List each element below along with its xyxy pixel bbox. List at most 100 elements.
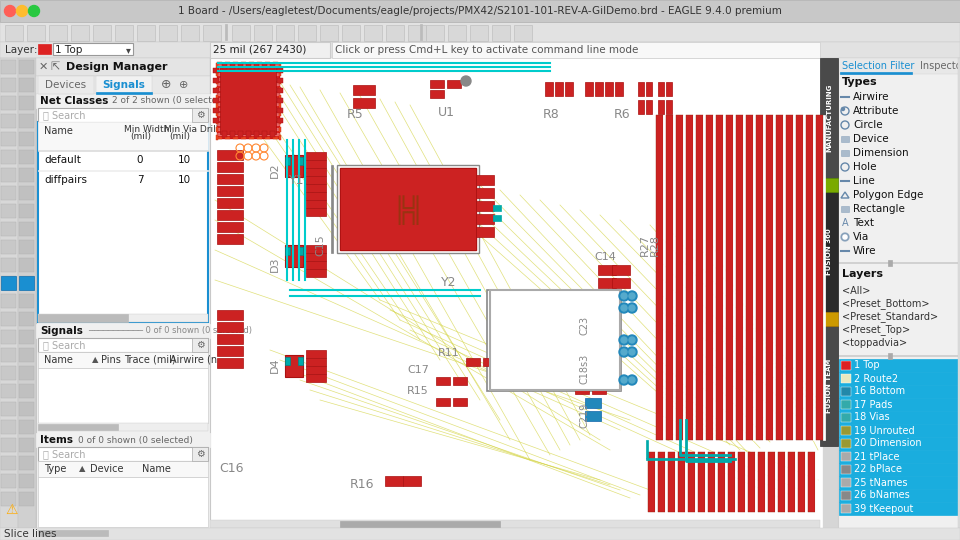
Text: 7: 7 bbox=[136, 175, 143, 185]
Bar bbox=[353, 98, 375, 108]
Bar bbox=[38, 122, 208, 322]
Bar bbox=[306, 168, 326, 176]
Text: 39 tKeepout: 39 tKeepout bbox=[854, 503, 913, 514]
Bar bbox=[795, 452, 797, 512]
Bar bbox=[841, 491, 851, 500]
Text: ⚙: ⚙ bbox=[196, 110, 204, 120]
Bar bbox=[279, 95, 281, 100]
Bar bbox=[306, 261, 326, 269]
Bar bbox=[217, 334, 243, 344]
Bar bbox=[192, 338, 208, 352]
Text: diffpairs: diffpairs bbox=[44, 175, 87, 185]
Bar bbox=[38, 108, 208, 122]
Bar bbox=[1, 456, 16, 470]
Text: Design Manager: Design Manager bbox=[66, 62, 167, 72]
Bar bbox=[192, 108, 208, 122]
Bar bbox=[217, 137, 222, 139]
Bar bbox=[1, 240, 16, 254]
Text: 22 bPlace: 22 bPlace bbox=[854, 464, 902, 475]
Bar bbox=[733, 115, 735, 440]
Bar bbox=[19, 276, 34, 290]
Bar bbox=[216, 135, 218, 140]
Bar bbox=[225, 62, 230, 64]
Bar bbox=[666, 100, 672, 114]
Bar bbox=[27, 25, 45, 41]
Bar bbox=[217, 234, 243, 244]
Bar bbox=[695, 452, 697, 512]
Bar bbox=[217, 83, 279, 85]
Bar bbox=[273, 137, 278, 139]
Bar bbox=[38, 122, 208, 150]
Bar bbox=[213, 88, 219, 93]
Text: 16 Bottom: 16 Bottom bbox=[854, 387, 905, 396]
Bar bbox=[298, 157, 303, 165]
Text: Via: Via bbox=[853, 232, 869, 242]
Bar bbox=[466, 358, 480, 366]
Bar bbox=[420, 24, 422, 40]
Bar bbox=[798, 452, 805, 512]
Bar bbox=[241, 62, 246, 64]
Text: ⚙: ⚙ bbox=[196, 449, 204, 459]
Bar bbox=[159, 25, 177, 41]
Bar bbox=[575, 375, 589, 383]
Bar bbox=[766, 115, 773, 440]
Bar bbox=[785, 452, 787, 512]
Bar bbox=[19, 78, 34, 92]
Bar bbox=[340, 168, 476, 250]
Bar bbox=[820, 192, 838, 312]
Bar bbox=[765, 452, 767, 512]
Bar bbox=[279, 87, 281, 92]
Text: Name: Name bbox=[142, 464, 171, 474]
Bar bbox=[246, 63, 251, 69]
Bar bbox=[612, 265, 630, 275]
Bar bbox=[115, 25, 133, 41]
Bar bbox=[19, 186, 34, 200]
Text: ╠╣: ╠╣ bbox=[393, 195, 423, 225]
Bar bbox=[216, 95, 218, 100]
Bar bbox=[217, 222, 243, 232]
Text: 🔍 Search: 🔍 Search bbox=[43, 340, 85, 350]
Bar bbox=[19, 294, 34, 308]
Text: Name: Name bbox=[44, 126, 73, 136]
Text: Y1: Y1 bbox=[289, 173, 304, 186]
Text: FUSION TEAM: FUSION TEAM bbox=[826, 359, 832, 413]
Bar bbox=[476, 175, 494, 185]
Bar bbox=[270, 131, 275, 137]
Bar bbox=[713, 115, 715, 440]
Bar bbox=[840, 72, 912, 74]
Bar bbox=[805, 452, 807, 512]
Bar bbox=[285, 157, 290, 165]
Bar bbox=[285, 155, 303, 177]
Bar bbox=[217, 162, 243, 172]
Text: Type: Type bbox=[44, 464, 66, 474]
Bar bbox=[217, 93, 279, 95]
Bar bbox=[408, 25, 426, 41]
Bar bbox=[181, 25, 199, 41]
Bar bbox=[220, 66, 276, 134]
Circle shape bbox=[842, 107, 845, 111]
Bar bbox=[839, 489, 959, 502]
Text: default: default bbox=[44, 155, 81, 165]
Bar bbox=[217, 346, 243, 356]
Bar bbox=[686, 115, 693, 440]
Text: ⇱: ⇱ bbox=[50, 62, 60, 72]
Circle shape bbox=[621, 293, 627, 299]
Bar bbox=[839, 424, 959, 437]
Bar bbox=[230, 63, 235, 69]
Bar bbox=[306, 366, 326, 374]
Bar bbox=[1, 276, 16, 290]
Bar bbox=[838, 58, 960, 74]
Circle shape bbox=[627, 335, 637, 345]
Bar bbox=[1, 474, 16, 488]
Text: <Preset_Bottom>: <Preset_Bottom> bbox=[842, 299, 929, 309]
Circle shape bbox=[627, 291, 637, 301]
Bar bbox=[49, 25, 67, 41]
Circle shape bbox=[5, 5, 15, 17]
Bar bbox=[210, 58, 822, 528]
Text: C18s3: C18s3 bbox=[579, 354, 589, 384]
Bar bbox=[668, 452, 675, 512]
Bar bbox=[217, 150, 243, 160]
Text: Types: Types bbox=[842, 77, 877, 87]
Circle shape bbox=[621, 377, 627, 383]
Bar bbox=[746, 115, 753, 440]
